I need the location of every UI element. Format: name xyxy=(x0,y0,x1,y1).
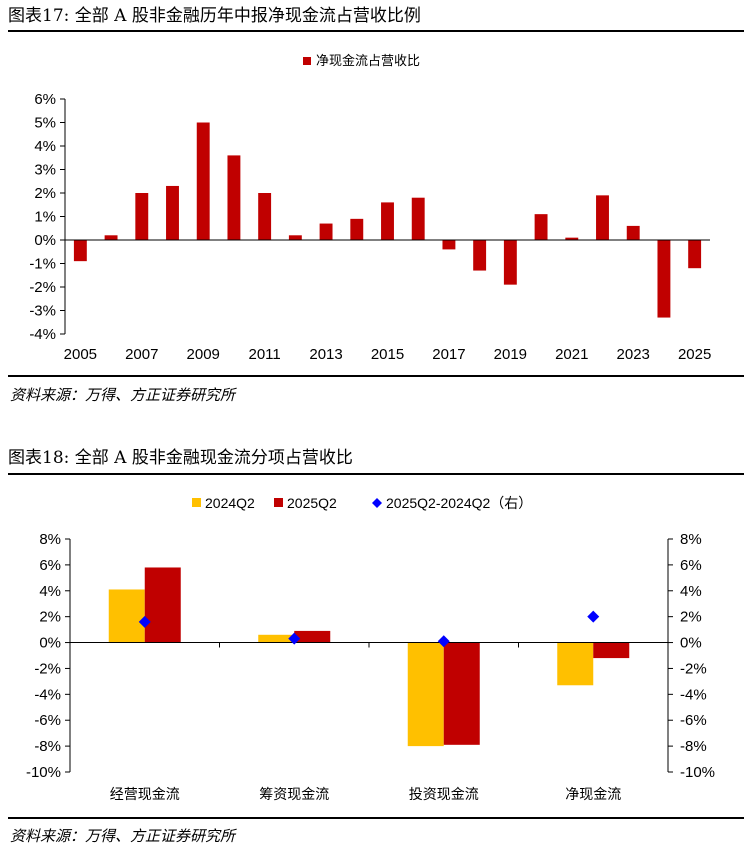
diff-marker-0 xyxy=(138,615,151,628)
legend-swatch-net-cashflow xyxy=(303,57,311,65)
y-right-tick-label: 0% xyxy=(680,635,702,652)
bar-2025q2-2 xyxy=(443,642,480,745)
x-category-label: 经营现金流 xyxy=(110,786,180,802)
bar-2024 xyxy=(657,240,671,318)
x-tick-label: 2017 xyxy=(432,346,465,363)
y-left-tick-label: -6% xyxy=(34,712,61,729)
x-tick-label: 2023 xyxy=(617,346,650,363)
y-right-tick-label: 4% xyxy=(680,583,702,600)
bar-2006 xyxy=(104,235,118,240)
x-category-label: 筹资现金流 xyxy=(259,786,329,802)
x-category-label: 投资现金流 xyxy=(409,786,479,802)
legend-label-net-cashflow: 净现金流占营收比 xyxy=(316,53,420,68)
figure1-top-rule xyxy=(8,30,744,32)
legend-swatch-2025q2 xyxy=(274,498,283,507)
figure2-bottom-rule xyxy=(8,817,744,819)
bar-2009 xyxy=(196,122,210,240)
annual-net-cashflow-chart: 净现金流占营收比 -4% -3% -2% -1% 0% 1% 2% 3% 4% 5% 6% 2005 20… xyxy=(29,53,711,363)
y-left-tick-label: -2% xyxy=(34,660,61,677)
figure1-title: 图表17: 全部 A 股非金融历年中报净现金流占营收比例 xyxy=(8,6,421,26)
bar-2025q2-1 xyxy=(294,630,331,643)
y-right-tick-label: -10% xyxy=(680,764,715,781)
bar-2024q2-2 xyxy=(407,642,444,747)
y-tick-label: -1% xyxy=(29,256,56,273)
bar-2015 xyxy=(381,202,394,240)
bar-2025 xyxy=(688,240,702,269)
bar-2010 xyxy=(227,155,241,240)
y-tick-label: 0% xyxy=(34,232,56,249)
x-tick-label: 2011 xyxy=(249,346,281,363)
y-left-tick-label: 2% xyxy=(39,609,61,626)
y-tick-label: 5% xyxy=(34,115,56,132)
diff-marker-3 xyxy=(587,610,600,623)
y-right-tick-label: -4% xyxy=(680,686,707,703)
legend-label-diff: 2025Q2-2024Q2（右） xyxy=(386,495,532,511)
x-tick-label: 2015 xyxy=(371,346,404,363)
bar-2024q2-1 xyxy=(258,634,295,643)
bar-2005 xyxy=(73,240,87,262)
y-left-tick-label: 6% xyxy=(39,557,61,574)
x-tick-label: 2007 xyxy=(125,346,158,363)
y-tick-label: 1% xyxy=(34,209,56,226)
y-left-tick-label: 8% xyxy=(39,531,61,548)
y-right-tick-label: 8% xyxy=(680,531,702,548)
diff-marker-1 xyxy=(288,632,301,645)
y-right-tick-label: 2% xyxy=(680,609,702,626)
figure2-title: 图表18: 全部 A 股非金融现金流分项占营收比 xyxy=(8,448,353,468)
x-tick-label: 2025 xyxy=(678,346,711,363)
y-tick-label: 4% xyxy=(34,138,56,155)
y-tick-label: 2% xyxy=(34,185,56,202)
bar-2021 xyxy=(565,237,579,240)
y-left-tick-label: -10% xyxy=(26,764,61,781)
cashflow-components-chart: 2024Q2 2025Q2 2025Q2-2024Q2（右） -10% -10% -8% -… xyxy=(26,495,715,802)
x-category-label: 净现金流 xyxy=(565,786,621,802)
bar-2020 xyxy=(534,214,548,240)
bar-2022 xyxy=(596,195,609,240)
x-tick-label: 2019 xyxy=(494,346,527,363)
bar-2019 xyxy=(503,240,517,285)
figure2-source: 资料来源：万得、方正证券研究所 xyxy=(10,827,236,845)
bar-2018 xyxy=(473,240,487,271)
figure1-source: 资料来源：万得、方正证券研究所 xyxy=(10,386,236,404)
x-tick-label: 2009 xyxy=(187,346,220,363)
legend-label-2025q2: 2025Q2 xyxy=(287,495,337,511)
figure2-top-rule xyxy=(8,473,744,475)
x-tick-label: 2013 xyxy=(309,346,342,363)
y-left-tick-label: -8% xyxy=(34,738,61,755)
y-right-tick-label: -8% xyxy=(680,738,707,755)
y-right-tick-label: 6% xyxy=(680,557,702,574)
y-tick-label: -3% xyxy=(29,303,56,320)
y-left-tick-label: -4% xyxy=(34,686,61,703)
diff-marker-2 xyxy=(437,635,450,648)
legend-marker-diff xyxy=(372,498,382,508)
x-tick-label: 2005 xyxy=(64,346,97,363)
bar-2017 xyxy=(442,240,456,250)
bar-2024q2-0 xyxy=(108,589,145,643)
y-tick-label: 3% xyxy=(34,162,56,179)
bar-2008 xyxy=(166,185,179,240)
figure1-bottom-rule xyxy=(8,375,744,377)
bar-2023 xyxy=(626,225,640,240)
bar-2025q2-0 xyxy=(144,567,181,643)
y-tick-label: -2% xyxy=(29,279,56,296)
bar-2012 xyxy=(288,235,302,240)
y-left-tick-label: 0% xyxy=(39,635,61,652)
bar-2024q2-3 xyxy=(557,642,594,686)
legend-swatch-2024q2 xyxy=(192,498,201,507)
y-right-tick-label: -2% xyxy=(680,660,707,677)
x-tick-label: 2021 xyxy=(555,346,588,363)
bar-2016 xyxy=(411,197,425,240)
y-right-tick-label: -6% xyxy=(680,712,707,729)
bar-2011 xyxy=(258,193,272,240)
bar-2014 xyxy=(350,218,364,240)
bar-2013 xyxy=(319,223,333,240)
legend-label-2024q2: 2024Q2 xyxy=(205,495,255,511)
y-left-tick-label: 4% xyxy=(39,583,61,600)
bar-2025q2-3 xyxy=(593,642,630,659)
y-tick-label: 6% xyxy=(34,91,56,108)
y-tick-label: -4% xyxy=(29,326,56,343)
bar-2007 xyxy=(135,193,149,240)
